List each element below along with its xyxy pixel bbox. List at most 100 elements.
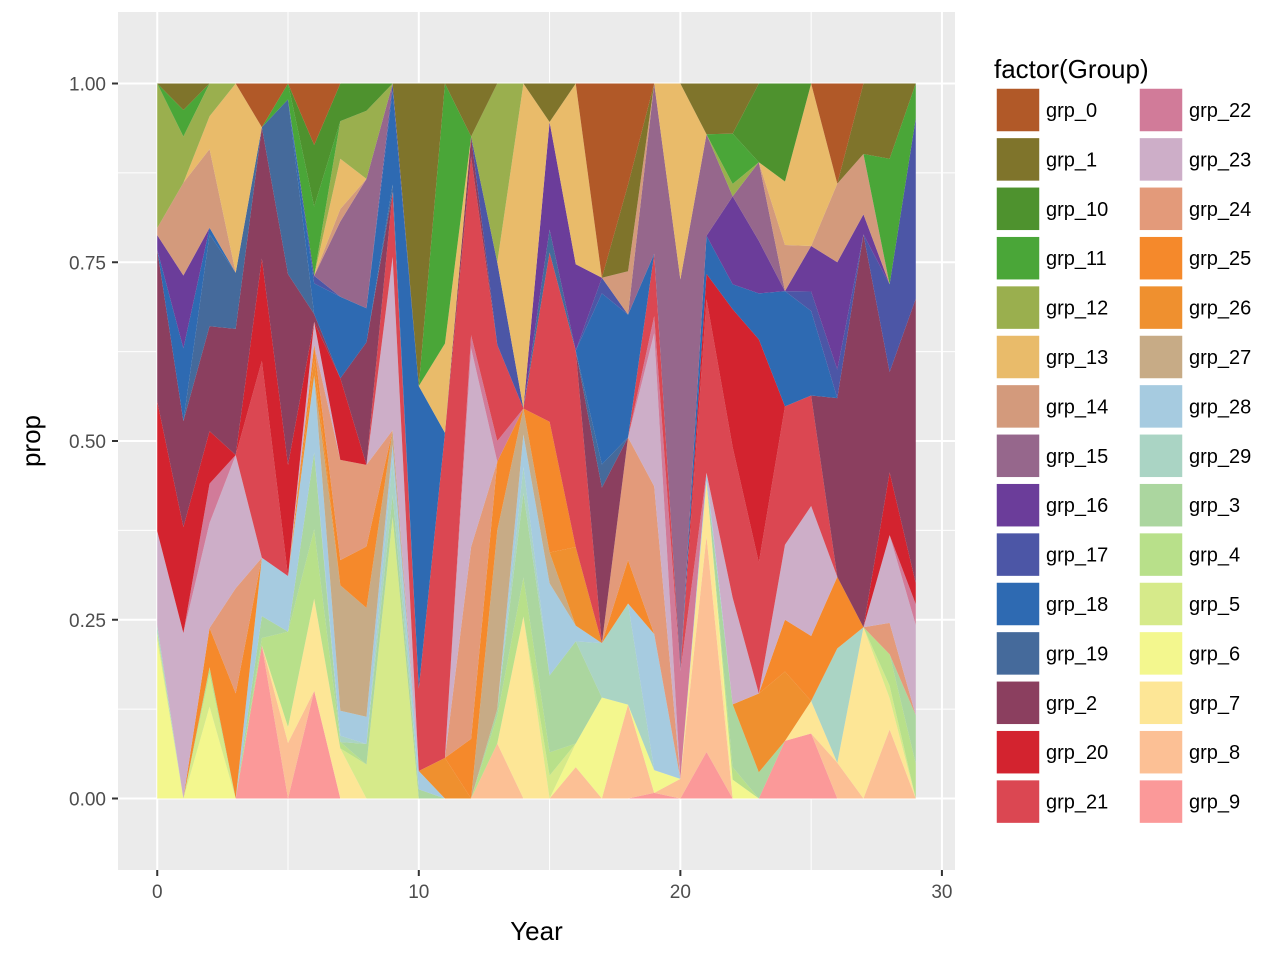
legend-item: grp_7 (1138, 680, 1240, 726)
legend-item: grp_6 (1138, 630, 1240, 677)
legend-item: grp_23 (1138, 136, 1251, 183)
legend-label: grp_27 (1189, 347, 1251, 369)
legend-label: grp_26 (1189, 298, 1251, 320)
legend-key-grp-2 (995, 680, 1041, 726)
legend-key-grp-15 (995, 433, 1041, 479)
legend-key-grp-1 (995, 136, 1041, 183)
legend-key-grp-9 (1138, 778, 1184, 825)
area-grp-8 (157, 536, 916, 799)
y-tick-label: 0.75 (69, 253, 106, 274)
legend-key-grp-26 (1138, 284, 1184, 331)
legend-label: grp_24 (1189, 199, 1251, 221)
legend-label: grp_16 (1046, 495, 1108, 517)
chart-root: 0.00 0.25 0.50 0.75 1.00 0 10 20 30 Year prop facto… (16, 12, 1251, 946)
x-tick-label: 10 (408, 882, 429, 903)
legend-label: grp_13 (1046, 347, 1108, 369)
area-grp-13 (157, 83, 916, 433)
legend-label: grp_6 (1189, 643, 1240, 665)
area-grp-20 (157, 156, 916, 689)
legend-item: grp_13 (995, 334, 1108, 380)
legend-key-grp-10 (995, 186, 1041, 232)
area-grp-25 (157, 344, 916, 799)
legend-item: grp_10 (995, 186, 1108, 232)
legend-item: grp_16 (995, 482, 1108, 528)
legend-key-grp-23 (1138, 136, 1184, 183)
area-grp-6 (157, 481, 916, 799)
area-grp-7 (157, 481, 916, 799)
legend-item: grp_26 (1138, 284, 1251, 331)
area-grp-3 (157, 452, 916, 799)
legend-item: grp_18 (995, 581, 1108, 627)
x-tick-label: 20 (670, 882, 691, 903)
legend-key-grp-24 (1138, 186, 1184, 232)
legend-item: grp_25 (1138, 235, 1251, 281)
legend: factor(Group) grp_0 grp_1 grp_10 grp_11 grp_1… (994, 54, 1251, 825)
legend-label: grp_4 (1189, 545, 1240, 567)
legend-item: grp_20 (995, 729, 1108, 775)
legend-key-grp-11 (995, 235, 1041, 281)
x-tick-label: 0 (152, 882, 163, 903)
legend-label: grp_20 (1046, 742, 1108, 764)
legend-label: grp_29 (1189, 446, 1251, 468)
legend-key-grp-13 (995, 334, 1041, 380)
area-grp-0 (157, 83, 916, 278)
legend-label: grp_28 (1189, 396, 1251, 418)
legend-label: grp_5 (1189, 594, 1240, 616)
legend-item: grp_4 (1138, 531, 1240, 578)
legend-key-grp-25 (1138, 235, 1184, 281)
area-grp-12 (157, 83, 916, 386)
legend-label: grp_0 (1046, 100, 1097, 122)
legend-key-grp-20 (995, 729, 1041, 775)
legend-key-grp-27 (1138, 334, 1184, 380)
axes: 0.00 0.25 0.50 0.75 1.00 0 10 20 30 (69, 75, 952, 904)
legend-label: grp_10 (1046, 199, 1108, 221)
legend-label: grp_12 (1046, 298, 1108, 320)
legend-item: grp_9 (1138, 778, 1240, 825)
y-tick-label: 0.00 (69, 790, 106, 811)
legend-key-grp-7 (1138, 680, 1184, 726)
legend-label: grp_8 (1189, 742, 1240, 764)
legend-label: grp_3 (1189, 495, 1240, 517)
area-grp-15 (157, 83, 916, 672)
area-grp-27 (157, 375, 916, 799)
legend-label: grp_11 (1046, 248, 1107, 270)
legend-label: grp_22 (1189, 100, 1251, 122)
legend-key-grp-16 (995, 482, 1041, 528)
legend-key-grp-4 (1138, 531, 1184, 578)
legend-key-grp-28 (1138, 383, 1184, 430)
legend-item: grp_5 (1138, 581, 1240, 627)
legend-label: grp_9 (1189, 792, 1240, 814)
legend-item: grp_3 (1138, 482, 1240, 528)
legend-label: grp_17 (1046, 545, 1108, 567)
legend-label: grp_21 (1046, 792, 1108, 814)
legend-key-grp-5 (1138, 581, 1184, 627)
legend-item: grp_29 (1138, 433, 1251, 479)
area-grp-11 (157, 83, 916, 386)
legend-key-grp-6 (1138, 630, 1184, 677)
y-tick-label: 0.25 (69, 611, 106, 632)
legend-key-grp-19 (995, 630, 1041, 677)
area-grp-9 (157, 645, 916, 799)
stacked-areas (157, 83, 916, 799)
legend-item: grp_12 (995, 284, 1108, 331)
legend-item: grp_1 (995, 136, 1097, 183)
legend-label: grp_14 (1046, 396, 1108, 418)
legend-item: grp_11 (995, 235, 1107, 281)
y-tick-label: 1.00 (69, 75, 106, 96)
y-tick-label: 0.50 (69, 432, 106, 453)
y-axis-title: prop (16, 415, 46, 467)
legend-item: grp_21 (995, 778, 1108, 825)
legend-item: grp_2 (995, 680, 1097, 726)
legend-label: grp_15 (1046, 446, 1108, 468)
legend-label: grp_25 (1189, 248, 1251, 270)
legend-item: grp_22 (1138, 87, 1251, 133)
legend-label: grp_7 (1189, 693, 1240, 715)
legend-key-grp-18 (995, 581, 1041, 627)
legend-key-grp-22 (1138, 87, 1184, 133)
x-axis-title: Year (510, 916, 563, 946)
legend-item: grp_17 (995, 531, 1108, 578)
x-tick-label: 30 (931, 882, 952, 903)
legend-key-grp-3 (1138, 482, 1184, 528)
legend-item: grp_15 (995, 433, 1108, 479)
